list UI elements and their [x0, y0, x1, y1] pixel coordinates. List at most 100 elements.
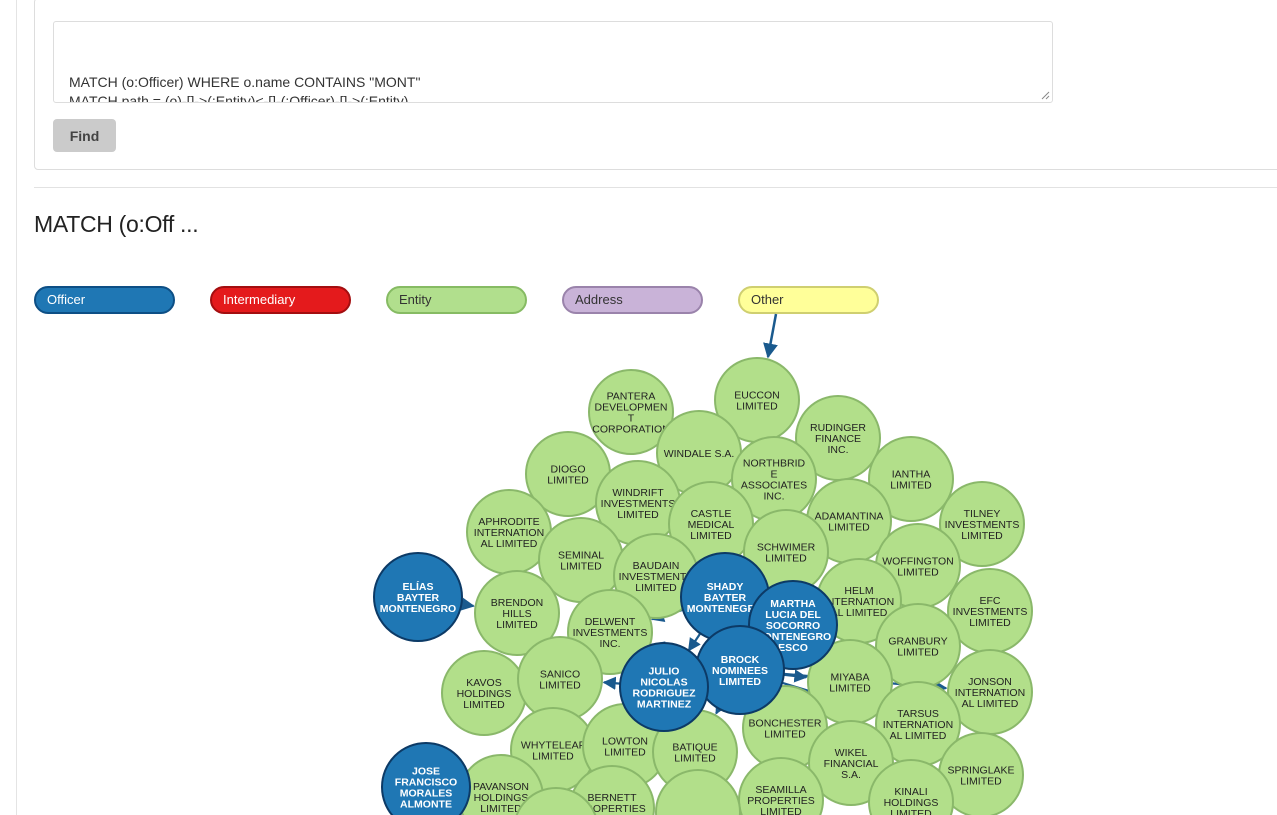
node-label: BAYTER: [704, 592, 747, 604]
left-margin-rule: [16, 0, 17, 815]
legend-officer[interactable]: Officer: [34, 286, 175, 314]
graph-edge: [763, 313, 778, 359]
graph-edge: [460, 597, 475, 611]
node-label: INVESTMENTS: [601, 498, 676, 510]
query-panel: MATCH (o:Officer) WHERE o.name CONTAINS …: [34, 0, 1277, 170]
node-label: LUCIA DEL: [765, 609, 821, 621]
node-label: RUDINGER: [810, 422, 866, 434]
node-label: JONSON: [968, 676, 1012, 688]
node-circle[interactable]: [619, 642, 709, 732]
node-circle[interactable]: [939, 481, 1025, 567]
node-circle[interactable]: [514, 787, 598, 815]
node-label: KINALI: [894, 786, 927, 798]
node-circle[interactable]: [868, 436, 954, 522]
node-label: PANTERA: [607, 391, 656, 403]
node-circle[interactable]: [373, 552, 463, 642]
node-circle[interactable]: [588, 369, 674, 455]
entity-node-unlabeled-bottom[interactable]: [655, 769, 741, 815]
node-label: LOWTON: [602, 736, 648, 748]
node-label: TILNEY: [964, 508, 1001, 520]
result-title: MATCH (o:Off ...: [34, 211, 199, 237]
node-label: ALMONTE: [400, 799, 452, 811]
node-label: MEDICAL: [688, 519, 735, 531]
node-circle[interactable]: [655, 769, 741, 815]
node-label: LIMITED: [532, 751, 574, 763]
entity-node-bernett[interactable]: BERNETTPROPERTIESLIMITED: [569, 765, 655, 815]
legend-intermediary[interactable]: Intermediary: [210, 286, 351, 314]
node-label: BAYTER: [397, 592, 440, 604]
node-label: RODRIGUEZ: [633, 688, 697, 700]
node-label: BATIQUE: [672, 742, 717, 754]
find-button[interactable]: Find: [53, 119, 116, 152]
node-label: BROCK: [721, 654, 760, 666]
node-label: DEVELOPMEN: [595, 402, 668, 414]
query-textarea[interactable]: MATCH (o:Officer) WHERE o.name CONTAINS …: [53, 21, 1053, 103]
node-label: LIMITED: [539, 680, 581, 692]
legend-address[interactable]: Address: [562, 286, 703, 314]
node-label: INTERNATION: [955, 687, 1025, 699]
node-label: LIMITED: [560, 561, 602, 573]
node-circle[interactable]: [474, 570, 560, 656]
node-label: PAVANSON: [473, 781, 529, 793]
node-label: HILLS: [502, 608, 531, 620]
node-label: FRANCISCO: [395, 777, 457, 789]
node-label: HOLDINGS: [474, 792, 529, 804]
entity-node-windale[interactable]: WINDALE S.A.: [656, 410, 742, 496]
node-label: LIMITED: [960, 776, 1002, 788]
node-label: LIMITED: [890, 808, 932, 815]
legend-other[interactable]: Other: [738, 286, 879, 314]
legend-entity[interactable]: Entity: [386, 286, 527, 314]
node-circle[interactable]: [868, 759, 954, 815]
node-label: SHADY: [707, 581, 744, 593]
node-label: JULIO: [649, 666, 680, 678]
node-label: BRENDON: [491, 597, 544, 609]
node-label: DIOGO: [550, 464, 585, 476]
node-label: EUCCON: [734, 390, 780, 402]
node-circle[interactable]: [381, 742, 471, 815]
node-label: T: [628, 413, 635, 425]
node-label: EFC: [980, 595, 1001, 607]
node-label: HOLDINGS: [884, 797, 939, 809]
node-label: LIMITED: [829, 683, 871, 695]
node-label: MONTENEGRO: [687, 603, 763, 615]
entity-node-unlabeled-bottom-2[interactable]: [514, 787, 598, 815]
node-label: AL LIMITED: [481, 538, 538, 550]
node-label: INTERNATION: [883, 719, 953, 731]
node-label: SPRINGLAKE: [947, 765, 1014, 777]
node-label: WINDRIFT: [612, 487, 664, 499]
node-label: MARTINEZ: [637, 699, 692, 711]
node-label: LIMITED: [897, 567, 939, 579]
resize-grip-icon[interactable]: [1041, 91, 1050, 100]
node-label: WHYTELEAF: [521, 740, 585, 752]
node-label: AL LIMITED: [831, 607, 888, 619]
node-label: MARTHA: [770, 598, 816, 610]
